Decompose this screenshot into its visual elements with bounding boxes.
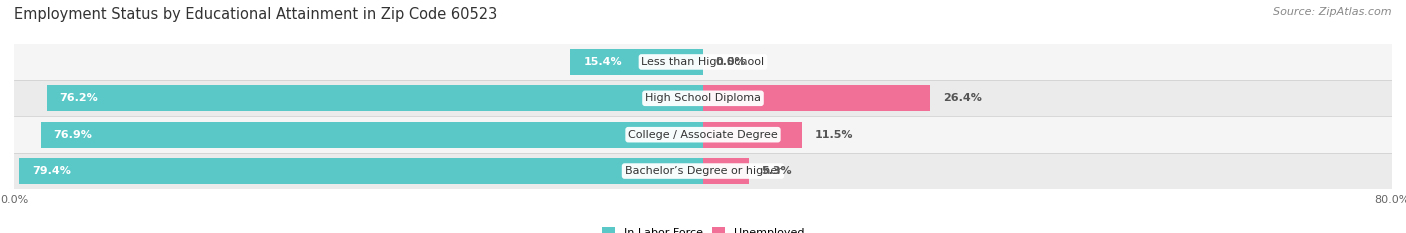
Bar <box>20 158 703 184</box>
Text: Employment Status by Educational Attainment in Zip Code 60523: Employment Status by Educational Attainm… <box>14 7 498 22</box>
Text: 15.4%: 15.4% <box>583 57 621 67</box>
Bar <box>571 49 703 75</box>
Text: 11.5%: 11.5% <box>815 130 853 140</box>
Text: College / Associate Degree: College / Associate Degree <box>628 130 778 140</box>
Text: Bachelor’s Degree or higher: Bachelor’s Degree or higher <box>624 166 782 176</box>
Text: Less than High School: Less than High School <box>641 57 765 67</box>
Bar <box>14 153 1392 189</box>
Bar <box>703 122 801 148</box>
Bar <box>14 80 1392 116</box>
Bar <box>41 122 703 148</box>
Bar <box>703 158 748 184</box>
Text: 79.4%: 79.4% <box>32 166 72 176</box>
Text: 76.9%: 76.9% <box>53 130 93 140</box>
Text: 76.2%: 76.2% <box>59 93 98 103</box>
Text: 5.3%: 5.3% <box>762 166 792 176</box>
Bar <box>14 116 1392 153</box>
Text: Source: ZipAtlas.com: Source: ZipAtlas.com <box>1274 7 1392 17</box>
Bar <box>14 44 1392 80</box>
Text: High School Diploma: High School Diploma <box>645 93 761 103</box>
Bar <box>46 85 703 111</box>
Text: 0.0%: 0.0% <box>716 57 747 67</box>
Legend: In Labor Force, Unemployed: In Labor Force, Unemployed <box>602 227 804 233</box>
Bar <box>703 85 931 111</box>
Text: 26.4%: 26.4% <box>943 93 983 103</box>
